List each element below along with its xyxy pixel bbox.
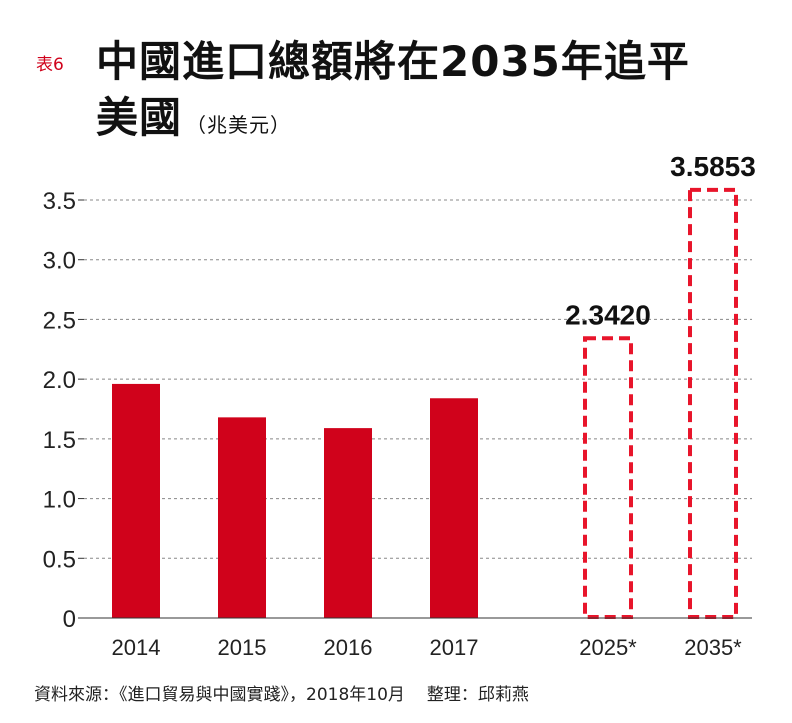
- x-tick-label: 2017: [430, 635, 479, 660]
- title-line-2: 美國 （兆美元）: [96, 84, 291, 145]
- x-tick-label: 2014: [112, 635, 161, 660]
- data-labels: 2.3420 3.5853: [565, 151, 756, 330]
- y-tick-label: 2.0: [43, 367, 76, 394]
- bar-projected-2025: [583, 336, 633, 619]
- y-tick-label: 0: [63, 606, 76, 633]
- x-tick-label: 2015: [218, 635, 267, 660]
- y-axis-ticks: 0 0.5 1.0 1.5 2.0 2.5 3.0 3.5: [43, 188, 84, 633]
- bar-2014: [112, 383, 160, 618]
- source-note: 資料來源：《進口貿易與中國實踐》，2018年10月 整理：邱莉燕: [34, 680, 529, 705]
- x-tick-label: 2016: [324, 635, 373, 660]
- bar-projected-2035: [688, 187, 738, 619]
- y-tick-label: 1.5: [43, 427, 76, 454]
- source-label: 資料來源：《進口貿易與中國實踐》，2018年10月: [34, 685, 405, 705]
- y-tick-label: 0.5: [43, 546, 76, 573]
- x-tick-label: 2035*: [684, 635, 742, 660]
- bar-2017: [430, 398, 478, 618]
- title-line-2-text: 美國: [96, 93, 183, 142]
- x-axis-ticks: 2014 2015 2016 2017 2025* 2035*: [112, 635, 743, 660]
- data-label: 3.5853: [670, 151, 756, 182]
- gridlines: [84, 199, 752, 559]
- bar-2015: [218, 417, 266, 618]
- bar-2016: [324, 428, 372, 618]
- table-label: 表6: [36, 55, 64, 75]
- y-tick-label: 1.0: [43, 487, 76, 514]
- bars: [112, 187, 738, 619]
- title-unit: （兆美元）: [186, 113, 292, 137]
- y-tick-label: 3.0: [43, 248, 76, 275]
- source-editor: 整理：邱莉燕: [426, 685, 529, 705]
- x-tick-label: 2025*: [579, 635, 637, 660]
- title-line-1: 中國進口總額將在2035年追平: [96, 37, 690, 86]
- y-tick-label: 2.5: [43, 307, 76, 334]
- data-label: 2.3420: [565, 299, 651, 330]
- y-tick-label: 3.5: [43, 188, 76, 215]
